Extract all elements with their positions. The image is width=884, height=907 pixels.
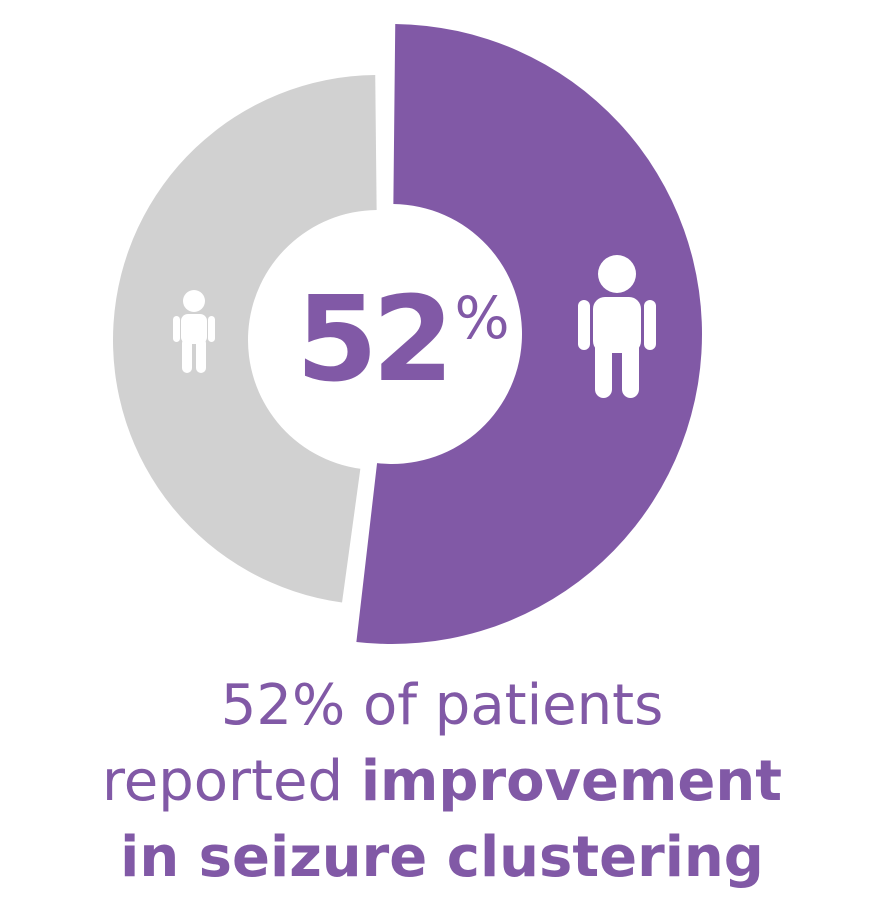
- caption-line-2-light: reported: [101, 749, 361, 814]
- caption-line-1: 52% of patients: [220, 673, 664, 738]
- caption-line-2-bold: improvement: [360, 749, 783, 814]
- caption-line-3: in seizure clustering: [120, 825, 764, 890]
- person-large-icon: [578, 255, 656, 398]
- caption: 52% of patients reported improvement in …: [0, 668, 884, 896]
- center-percent-value: 52: [296, 270, 448, 408]
- donut-slices: [112, 24, 702, 645]
- center-percent-sign: %: [454, 284, 509, 352]
- caption-line-2: reported improvement: [0, 744, 884, 820]
- donut-slice-2: [112, 75, 377, 603]
- person-small-icon: [173, 290, 215, 373]
- donut-chart: 52 %: [112, 24, 702, 645]
- donut-slice-1: [356, 24, 702, 645]
